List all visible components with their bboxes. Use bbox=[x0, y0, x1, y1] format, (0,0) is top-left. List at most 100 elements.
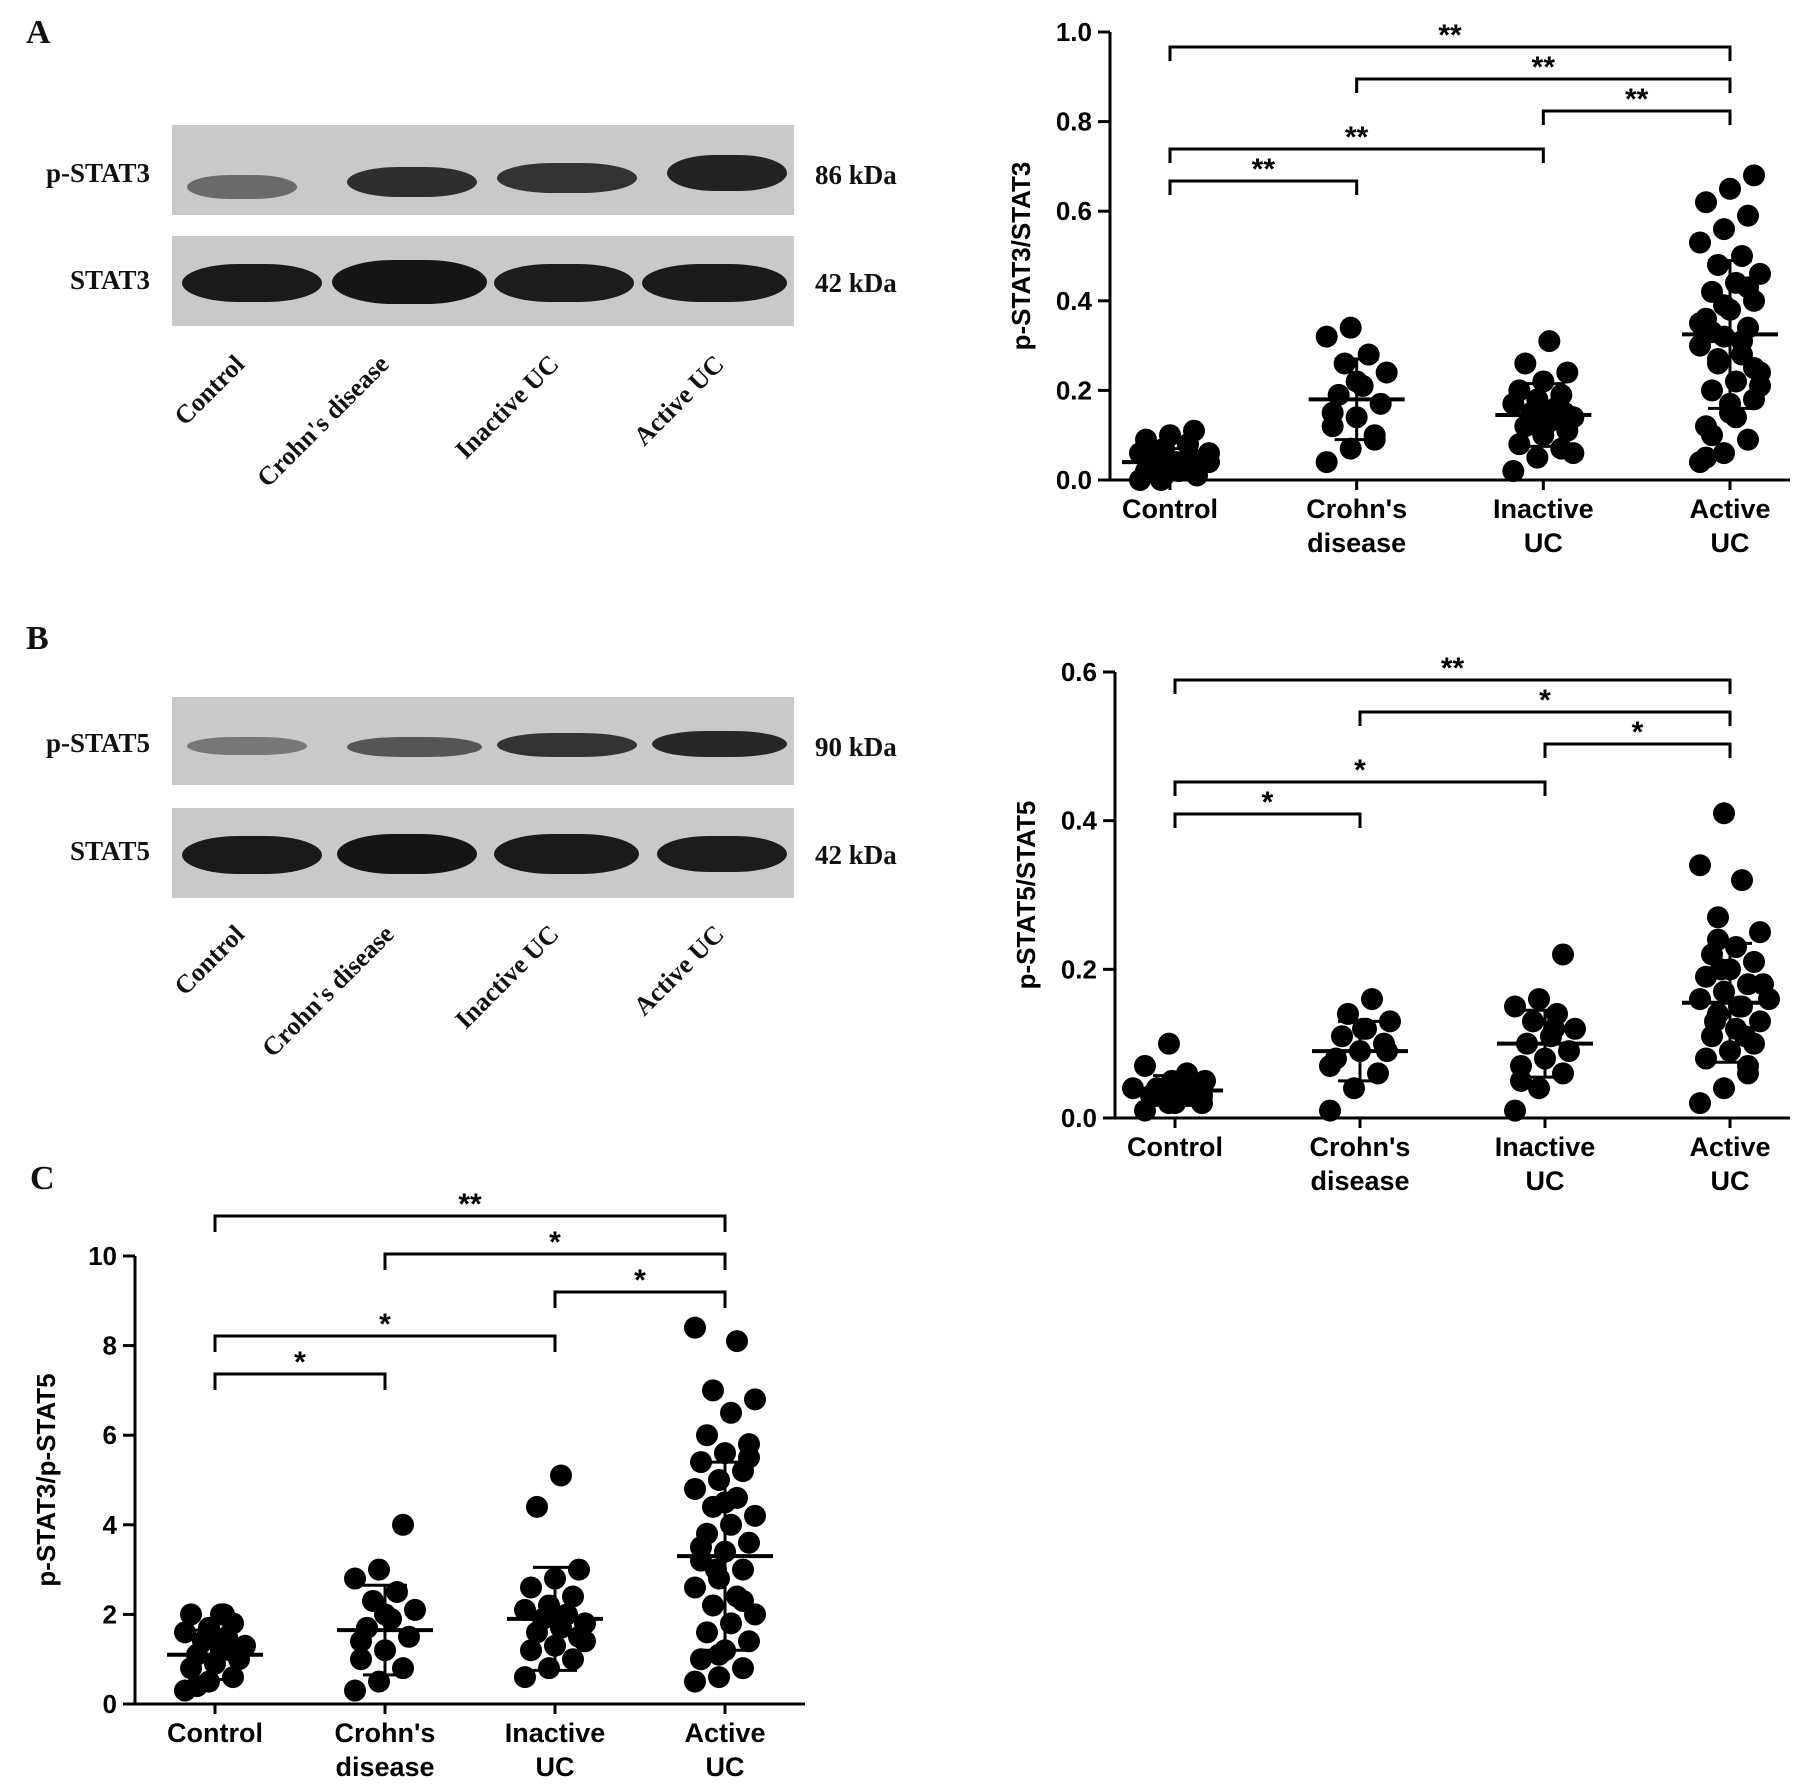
significance-label: * bbox=[294, 1346, 306, 1379]
band bbox=[642, 264, 787, 302]
data-point bbox=[1529, 415, 1552, 438]
significance-bracket: * bbox=[213, 1308, 557, 1352]
data-point bbox=[1352, 1017, 1374, 1040]
data-point bbox=[1522, 1010, 1544, 1033]
data-point bbox=[696, 1621, 718, 1644]
data-point bbox=[732, 1558, 754, 1581]
panel-letter-c: C bbox=[30, 1160, 55, 1197]
scatter-chart-a: 0.0 0.2 0.4 0.6 0.8 1.0 p-STAT3/STAT3 Control Cr… bbox=[1006, 17, 1790, 558]
blot-a-row-2-label: STAT3 bbox=[69, 265, 150, 295]
x-tick-label: Crohn's bbox=[1306, 494, 1407, 524]
significance-label: ** bbox=[1441, 652, 1465, 685]
panel-letter-b: B bbox=[26, 620, 49, 657]
band bbox=[497, 163, 637, 193]
data-point bbox=[1191, 1084, 1213, 1107]
band bbox=[332, 260, 487, 304]
data-point bbox=[1510, 1069, 1532, 1092]
data-point bbox=[738, 1446, 760, 1469]
y-axis-label: p-STAT5/STAT5 bbox=[1011, 801, 1041, 990]
band bbox=[494, 834, 639, 874]
data-point bbox=[696, 1424, 718, 1447]
y-tick-label: 2 bbox=[103, 1599, 117, 1629]
x-tick-label: Control bbox=[1127, 1132, 1223, 1162]
data-point bbox=[1707, 253, 1729, 276]
data-point bbox=[714, 1442, 736, 1465]
blot-b-row-1-kda: 90 kDa bbox=[815, 732, 897, 762]
band bbox=[657, 836, 787, 872]
data-point bbox=[219, 1639, 241, 1662]
data-point bbox=[350, 1630, 372, 1653]
y-axis-label: p-STAT3/STAT3 bbox=[1006, 162, 1036, 351]
blot-b-pstat5-strip bbox=[172, 697, 794, 785]
data-point bbox=[1319, 1054, 1341, 1077]
significance-label: * bbox=[1539, 684, 1551, 717]
significance-label: * bbox=[634, 1264, 646, 1297]
data-point bbox=[350, 1648, 372, 1671]
data-point bbox=[720, 1513, 742, 1536]
significance-bracket: ** bbox=[1168, 19, 1732, 61]
significance-bracket: ** bbox=[1355, 51, 1732, 93]
data-point bbox=[1333, 352, 1356, 375]
data-point bbox=[744, 1504, 766, 1527]
data-point bbox=[1363, 424, 1386, 447]
significance-bracket: ** bbox=[1173, 652, 1732, 694]
data-point bbox=[1375, 361, 1398, 384]
significance-bracket: * bbox=[1543, 716, 1732, 758]
data-point bbox=[550, 1464, 572, 1487]
data-point bbox=[1743, 357, 1765, 379]
data-point bbox=[705, 1558, 727, 1581]
significance-bracket: ** bbox=[1168, 121, 1545, 163]
data-point bbox=[1379, 1010, 1401, 1033]
y-tick-label: 8 bbox=[103, 1331, 117, 1361]
data-point bbox=[684, 1670, 706, 1693]
data-point bbox=[1689, 1092, 1711, 1115]
data-point bbox=[1689, 854, 1711, 877]
panel-letter-a: A bbox=[26, 14, 51, 51]
data-point bbox=[1556, 361, 1579, 384]
significance-bracket: * bbox=[553, 1264, 727, 1308]
x-tick-label: Active bbox=[1689, 1132, 1770, 1162]
data-point bbox=[1749, 374, 1771, 397]
data-point bbox=[1713, 1077, 1735, 1100]
data-point bbox=[1749, 921, 1771, 944]
significance-label: * bbox=[379, 1308, 391, 1341]
data-point bbox=[1343, 1077, 1365, 1100]
blot-b-row-1-label: p-STAT5 bbox=[45, 728, 150, 758]
data-point bbox=[344, 1679, 366, 1702]
significance-label: ** bbox=[1252, 153, 1276, 186]
bracket-line bbox=[1173, 780, 1547, 796]
band bbox=[497, 733, 637, 757]
data-point bbox=[180, 1603, 202, 1626]
data-point bbox=[1719, 177, 1741, 200]
significance-bracket: * bbox=[213, 1346, 387, 1390]
data-point bbox=[1122, 1077, 1144, 1100]
data-point bbox=[1361, 988, 1383, 1011]
data-point bbox=[1176, 1062, 1198, 1085]
data-point bbox=[1134, 1054, 1156, 1077]
data-point bbox=[1158, 1032, 1180, 1055]
data-point bbox=[708, 1469, 730, 1491]
data-point bbox=[1502, 460, 1525, 483]
significance-bracket: * bbox=[1173, 754, 1547, 796]
data-point bbox=[1528, 988, 1550, 1011]
data-point bbox=[684, 1576, 706, 1599]
data-point bbox=[520, 1639, 542, 1662]
x-tick-label: Control bbox=[1122, 494, 1218, 524]
data-point bbox=[1713, 294, 1735, 317]
data-point bbox=[1701, 424, 1723, 447]
data-point bbox=[1689, 231, 1711, 254]
data-point bbox=[1339, 437, 1362, 460]
data-point bbox=[222, 1666, 244, 1689]
data-point bbox=[1737, 1054, 1759, 1077]
blot-a-lane-label: Crohn's disease bbox=[251, 349, 395, 493]
y-tick-label: 10 bbox=[88, 1241, 117, 1271]
data-point bbox=[1695, 1047, 1717, 1070]
significance-bracket: * bbox=[1358, 684, 1732, 726]
data-point bbox=[368, 1558, 390, 1581]
data-point bbox=[684, 1477, 706, 1500]
significance-label: ** bbox=[1532, 51, 1556, 84]
data-point bbox=[344, 1567, 366, 1590]
band bbox=[182, 836, 322, 874]
blot-a-stat3-strip bbox=[172, 236, 794, 326]
band bbox=[187, 175, 297, 199]
